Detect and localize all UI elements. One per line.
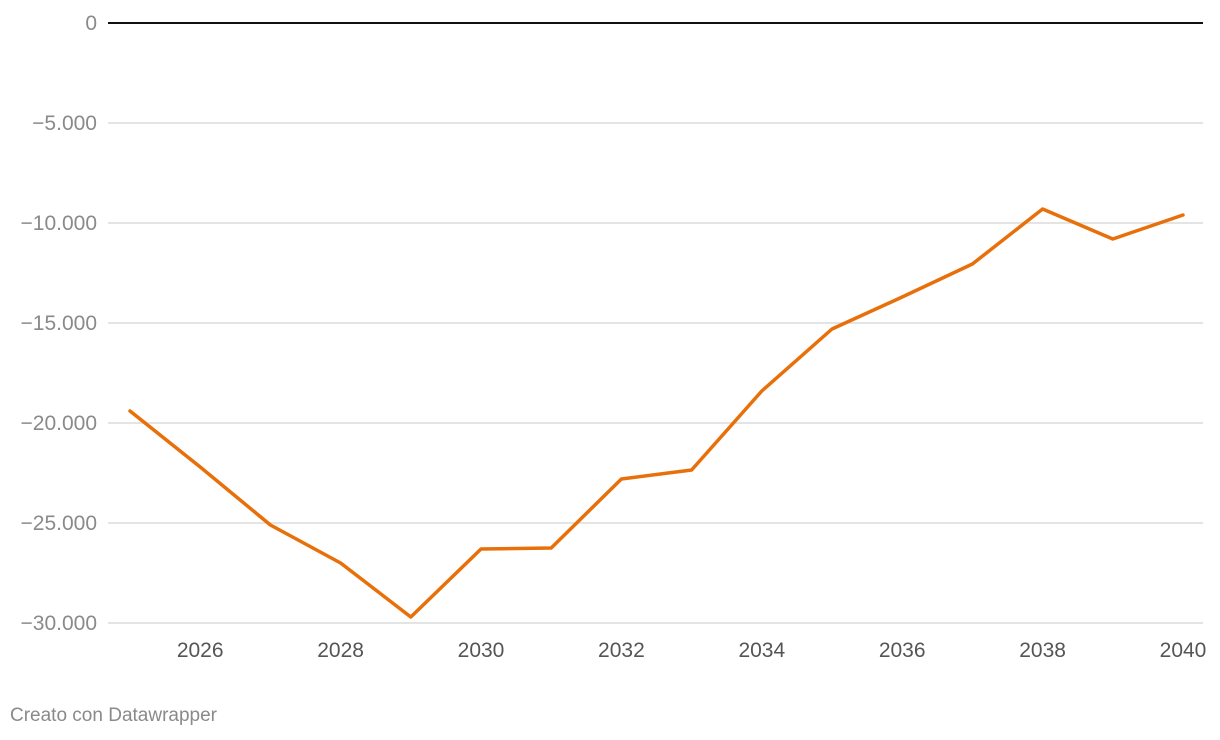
x-tick-label: 2040	[1160, 639, 1207, 662]
x-tick-label: 2034	[738, 639, 785, 662]
series-line	[128, 207, 1185, 619]
y-axis-labels: 0 −5.000 −10.000 −15.000 −20.000 −25.000 −30.0…	[21, 12, 98, 635]
y-tick-label: 0	[85, 12, 97, 35]
x-tick-label: 2028	[317, 639, 364, 662]
footer-credit: Creato con Datawrapper	[10, 705, 217, 726]
x-tick-label: 2032	[598, 639, 645, 662]
x-tick-label: 2036	[879, 639, 926, 662]
y-tick-label: −10.000	[21, 212, 98, 235]
y-tick-label: −20.000	[21, 412, 98, 435]
y-tick-label: −15.000	[21, 312, 98, 335]
x-tick-label: 2030	[458, 639, 505, 662]
x-axis-labels: 2026 2028 2030 2032 2034 2036 2038 2040	[177, 639, 1207, 662]
y-tick-label: −30.000	[21, 612, 98, 635]
grid-lines	[108, 22, 1203, 624]
y-tick-label: −25.000	[21, 512, 98, 535]
y-tick-label: −5.000	[32, 112, 97, 135]
x-tick-label: 2026	[177, 639, 224, 662]
series-lines	[128, 207, 1185, 619]
x-tick-label: 2038	[1019, 639, 1066, 662]
